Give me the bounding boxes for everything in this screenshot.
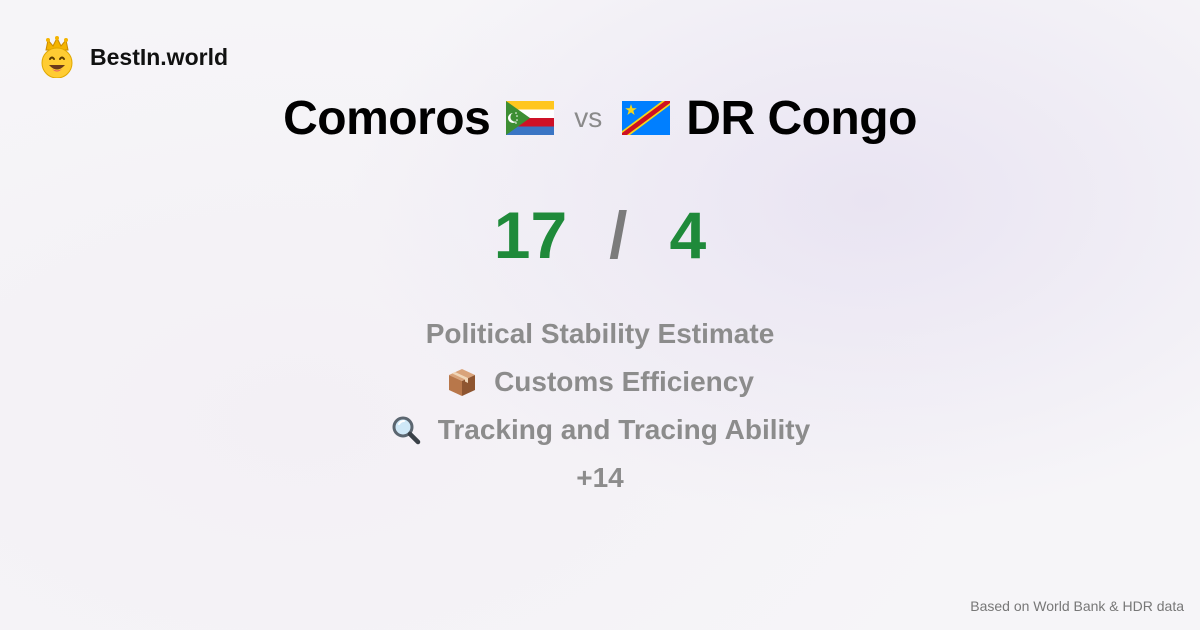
right-score: 4	[669, 198, 707, 272]
score-separator: /	[609, 198, 628, 272]
more-metrics-count: +14	[576, 454, 624, 502]
metric-label: Customs Efficiency	[494, 366, 754, 397]
right-country-name: DR Congo	[686, 91, 917, 145]
magnifier-icon	[392, 416, 421, 445]
comparison-title: Comoros vs DR Congo	[0, 88, 1200, 148]
left-country-name: Comoros	[283, 91, 491, 145]
metric-label: Tracking and Tracing Ability	[437, 414, 811, 445]
brand[interactable]: BestIn.world	[38, 36, 228, 78]
metric-item: Customs Efficiency	[446, 358, 754, 406]
metric-item: Political Stability Estimate	[426, 310, 775, 358]
dr-congo-flag-icon	[622, 101, 671, 135]
score: 17 / 4	[0, 195, 1200, 275]
package-icon	[449, 369, 476, 396]
metric-item: Tracking and Tracing Ability	[390, 406, 810, 454]
data-source-note: Based on World Bank & HDR data	[970, 598, 1184, 614]
metric-label: Political Stability Estimate	[425, 318, 775, 349]
brand-name: BestIn.world	[90, 43, 229, 70]
metrics-list: Political Stability Estimate Customs Eff…	[0, 310, 1200, 502]
comoros-flag-icon	[506, 101, 555, 135]
crowned-smiley-icon	[41, 36, 73, 78]
left-score: 17	[493, 198, 568, 272]
more-count-label: +14	[576, 462, 624, 493]
vs-label: vs	[574, 102, 603, 133]
